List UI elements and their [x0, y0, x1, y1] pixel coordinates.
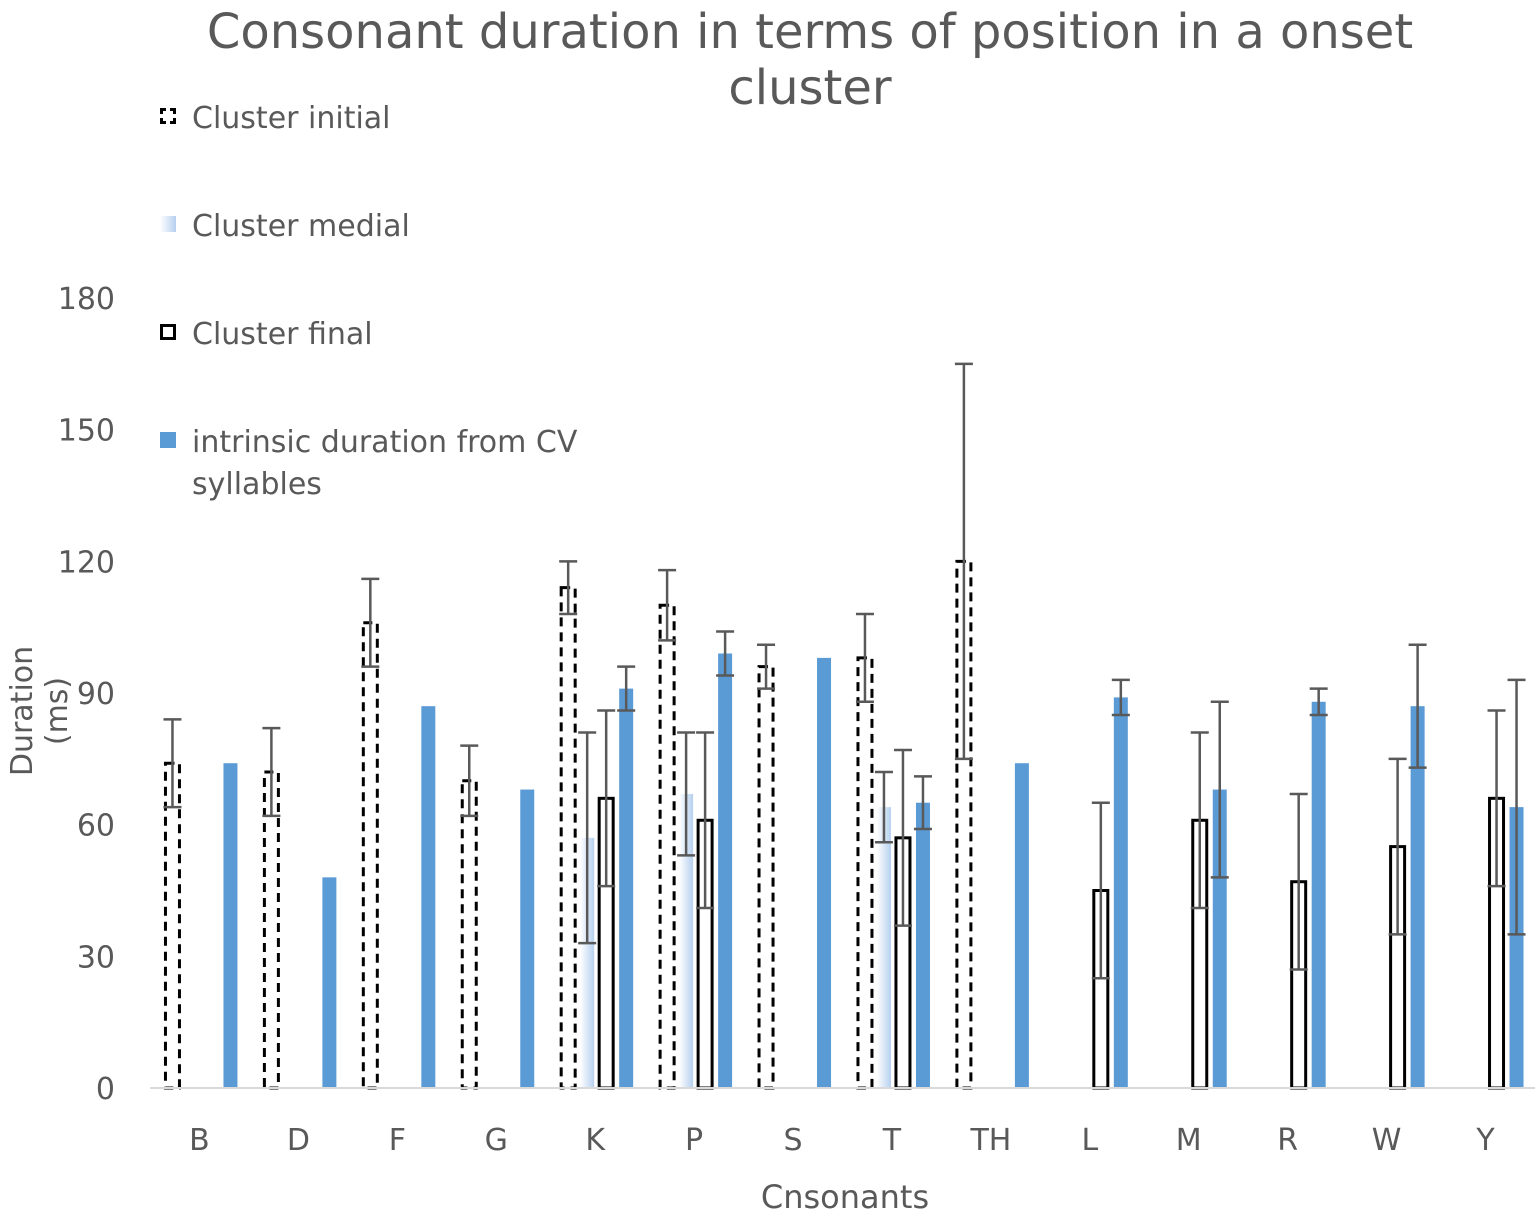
bar-cluster-initial — [361, 621, 379, 1090]
bar-intrinsic — [1113, 697, 1128, 1088]
y-tick-label: 90 — [77, 677, 115, 712]
bar-cluster-initial — [757, 665, 775, 1090]
y-axis-title: Duration (ms) — [5, 645, 75, 777]
x-tick-label: Y — [1475, 1123, 1495, 1158]
y-tick-label: 180 — [58, 282, 115, 317]
legend-item-cluster-medial: Cluster medial — [160, 206, 410, 248]
bar-intrinsic — [1014, 763, 1029, 1088]
y-tick-label: 0 — [96, 1072, 115, 1107]
x-axis-title: Cnsonants — [760, 1178, 930, 1216]
bar-intrinsic — [223, 763, 238, 1088]
bar-intrinsic — [915, 802, 930, 1088]
legend-label: intrinsic duration from CV syllables — [192, 425, 578, 502]
legend-item-intrinsic: intrinsic duration from CV syllables — [160, 422, 622, 506]
y-tick-label: 150 — [58, 414, 115, 449]
x-tick-label: B — [189, 1123, 210, 1158]
bar-intrinsic — [1212, 789, 1227, 1088]
y-tick-label: 30 — [77, 940, 115, 975]
bar-cluster-initial — [856, 656, 874, 1090]
legend-swatch-initial — [160, 108, 176, 124]
x-tick-label: F — [389, 1123, 406, 1158]
x-tick-label: P — [685, 1123, 703, 1158]
x-tick-label: W — [1372, 1123, 1402, 1158]
bar-cluster-initial — [460, 779, 478, 1090]
bar-cluster-initial — [559, 586, 577, 1090]
bar-intrinsic — [718, 653, 733, 1088]
x-tick-label: TH — [969, 1123, 1011, 1158]
bar-cluster-medial — [580, 837, 595, 1088]
bar-intrinsic — [1410, 706, 1425, 1088]
legend-swatch-intrinsic — [160, 432, 176, 448]
legend-item-cluster-final: Cluster final — [160, 314, 373, 356]
legend-item-cluster-initial: Cluster initial — [160, 98, 391, 140]
bar-intrinsic — [1509, 807, 1524, 1088]
x-tick-label: M — [1176, 1123, 1202, 1158]
bar-intrinsic — [421, 706, 436, 1088]
x-tick-label: D — [287, 1123, 310, 1158]
bar-intrinsic — [322, 877, 337, 1088]
x-tick-label: L — [1081, 1123, 1098, 1158]
x-tick-label: S — [784, 1123, 803, 1158]
bar-cluster-medial — [876, 807, 891, 1088]
legend-label: Cluster final — [192, 317, 373, 352]
bar-intrinsic — [520, 789, 535, 1088]
legend-swatch-medial — [160, 216, 176, 232]
bar-cluster-medial — [679, 793, 694, 1088]
x-tick-label: G — [485, 1123, 508, 1158]
y-tick-label: 60 — [77, 809, 115, 844]
bar-cluster-initial — [262, 770, 280, 1090]
x-tick-label: R — [1277, 1123, 1298, 1158]
legend-swatch-final — [160, 324, 176, 340]
bar-intrinsic — [817, 657, 832, 1088]
bar-intrinsic — [619, 688, 634, 1088]
legend-label: Cluster initial — [192, 101, 391, 136]
bar-cluster-initial — [658, 603, 676, 1090]
x-tick-label: T — [882, 1123, 902, 1158]
legend-label: Cluster medial — [192, 209, 410, 244]
y-tick-label: 120 — [58, 545, 115, 580]
chart-title: Consonant duration in terms of position … — [206, 4, 1414, 116]
bar-intrinsic — [1311, 701, 1326, 1088]
x-tick-label: K — [585, 1123, 606, 1158]
bar-cluster-initial — [163, 761, 181, 1090]
